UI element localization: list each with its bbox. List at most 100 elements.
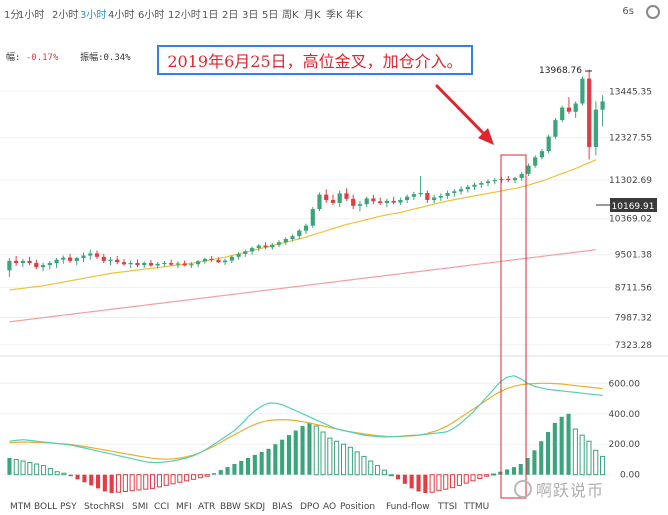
candle: [115, 259, 120, 263]
macd-histogram-bar: [191, 474, 197, 480]
tf-1min[interactable]: 1分: [4, 10, 21, 21]
tf-quarter[interactable]: 季K: [326, 10, 343, 21]
candle: [553, 120, 558, 137]
ind-ttmu[interactable]: TTMU: [464, 502, 490, 512]
tf-1h[interactable]: 1小时: [18, 10, 45, 21]
macd-histogram-bar: [41, 465, 47, 476]
macd-histogram-bar: [361, 455, 367, 476]
candle: [121, 262, 127, 265]
macd-histogram-bar: [341, 443, 347, 476]
ind-atr[interactable]: ATR: [198, 502, 216, 512]
ind-ttsi[interactable]: TTSI: [438, 502, 458, 512]
ind-boll[interactable]: BOLL: [34, 502, 58, 512]
macd-histogram-bar: [566, 413, 571, 475]
macd-histogram-bar: [252, 454, 257, 475]
tf-5d[interactable]: 5日: [262, 10, 279, 21]
candle: [223, 260, 228, 263]
watermark-text: 啊跃说币: [536, 481, 605, 500]
macd-histogram-bar: [204, 474, 210, 477]
macd-histogram-bar: [129, 474, 135, 492]
ind-dpo[interactable]: DPO: [300, 502, 320, 512]
tf-3h[interactable]: 3小时: [80, 10, 107, 21]
ind-stochrsi[interactable]: StochRSI: [84, 502, 125, 512]
candle: [297, 230, 302, 237]
macd-histogram-bar: [273, 444, 278, 475]
candle: [7, 260, 12, 271]
candle: [418, 193, 423, 195]
macd-panel: [7, 375, 606, 493]
macd-histogram-bar: [491, 473, 497, 476]
ind-bias[interactable]: BIAS: [272, 502, 293, 512]
ind-cci[interactable]: CCI: [154, 502, 170, 512]
tf-6h[interactable]: 6小时: [138, 10, 165, 21]
candle: [593, 109, 598, 147]
candle: [94, 253, 100, 257]
tf-3d[interactable]: 3日: [242, 10, 259, 21]
macd-histogram-bar: [68, 474, 73, 477]
tf-4h[interactable]: 4小时: [108, 10, 135, 21]
candle: [229, 256, 234, 261]
candle: [182, 263, 187, 266]
macd-histogram-bar: [354, 451, 360, 476]
macd-histogram-bar: [197, 474, 203, 479]
tf-1d[interactable]: 1日: [202, 10, 219, 21]
macd-histogram-bar: [150, 474, 156, 489]
macd-histogram-bar: [409, 474, 414, 489]
candle: [270, 244, 275, 248]
ind-smi[interactable]: SMI: [132, 502, 149, 512]
tf-2h[interactable]: 2小时: [52, 10, 79, 21]
macd-histogram-bar: [539, 441, 544, 475]
ma-long-line: [9, 249, 596, 323]
macd-histogram-bar: [307, 422, 312, 475]
indicator-bar: MTM BOLL PSY StochRSI SMI CCI MFI ATR BB…: [0, 496, 668, 515]
candle: [175, 263, 180, 265]
settings-icon[interactable]: [646, 5, 660, 19]
macd-histogram-bar: [546, 432, 551, 475]
candle: [303, 225, 309, 231]
candle: [378, 201, 383, 203]
candle: [384, 200, 389, 203]
amplitude-value: 0.34%: [103, 53, 131, 63]
macd-histogram-bar: [579, 434, 585, 476]
candle: [209, 258, 214, 261]
info-row: 幅: -0.17% 振幅:0.34%: [6, 53, 131, 63]
macd-histogram-bar: [327, 437, 333, 476]
tf-month[interactable]: 月K: [304, 10, 321, 21]
macd-histogram-bar: [163, 474, 169, 486]
high-label: 13968.76: [539, 66, 582, 76]
macd-histogram-bar: [96, 474, 101, 489]
macd-histogram-bar: [375, 465, 381, 476]
timeframe-bar: 1分 1小时 2小时 3小时 4小时 6小时 12小时 1日 2日 3日 5日 …: [0, 0, 668, 24]
macd-histogram-bar: [300, 426, 305, 475]
candle: [526, 165, 531, 174]
candle: [330, 200, 336, 203]
tf-12h[interactable]: 12小时: [168, 10, 201, 21]
candle: [128, 263, 133, 265]
ind-ao[interactable]: AO: [323, 502, 337, 512]
macd-histogram-bar: [525, 458, 530, 475]
candle: [506, 178, 511, 181]
candle: [263, 245, 268, 248]
macd-histogram-bar: [156, 474, 162, 488]
candle: [54, 259, 59, 263]
candle: [546, 136, 551, 152]
ind-psy[interactable]: PSY: [60, 502, 77, 512]
macd-axis: 600.00 400.00 200.00 0.00: [609, 379, 641, 480]
ind-position[interactable]: Position: [340, 502, 376, 512]
candle: [533, 157, 538, 166]
ind-mtm[interactable]: MTM: [10, 502, 32, 512]
price-tick-label: 7323.28: [615, 341, 652, 351]
macd-histogram-bar: [82, 474, 87, 483]
price-tick-label: 13445.35: [609, 87, 652, 97]
tf-year[interactable]: 年K: [346, 10, 363, 21]
ind-bbw[interactable]: BBW: [220, 502, 241, 512]
candle: [344, 193, 349, 199]
refresh-interval[interactable]: 6s: [622, 6, 634, 17]
ind-fund-flow[interactable]: Fund-flow: [386, 502, 430, 512]
tf-week[interactable]: 周K: [282, 10, 299, 21]
tf-2d[interactable]: 2日: [222, 10, 239, 21]
ind-skdj[interactable]: SKDJ: [244, 502, 266, 512]
candle: [411, 194, 416, 197]
ind-mfi[interactable]: MFI: [176, 502, 192, 512]
